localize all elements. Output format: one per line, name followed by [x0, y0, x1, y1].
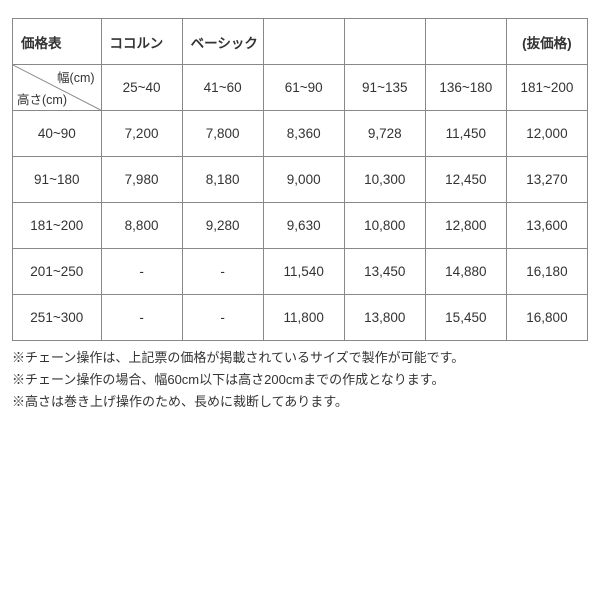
price-cell: 11,800	[263, 295, 344, 341]
col-header: 136~180	[425, 65, 506, 111]
price-cell: 10,800	[344, 203, 425, 249]
price-note-cell: (抜価格)	[506, 19, 587, 65]
price-cell: -	[101, 295, 182, 341]
price-cell: 13,600	[506, 203, 587, 249]
col-header: 91~135	[344, 65, 425, 111]
diagonal-header-cell: 幅(cm) 高さ(cm)	[13, 65, 102, 111]
price-cell: 14,880	[425, 249, 506, 295]
price-cell: -	[182, 295, 263, 341]
footnote-line: ※高さは巻き上げ操作のため、長めに裁断してあります。	[12, 391, 588, 413]
price-cell: 7,800	[182, 111, 263, 157]
price-cell: 9,728	[344, 111, 425, 157]
footnote-line: ※チェーン操作の場合、幅60cm以下は高さ200cmまでの作成となります。	[12, 369, 588, 391]
col-header: 25~40	[101, 65, 182, 111]
price-cell: 9,630	[263, 203, 344, 249]
price-cell: 9,000	[263, 157, 344, 203]
price-cell: 16,180	[506, 249, 587, 295]
price-cell: 15,450	[425, 295, 506, 341]
table-row: 40~90 7,200 7,800 8,360 9,728 11,450 12,…	[13, 111, 588, 157]
subheader-1: ココルン	[101, 19, 182, 65]
table-title-cell: 価格表	[13, 19, 102, 65]
header-blank-2	[344, 19, 425, 65]
price-cell: 13,800	[344, 295, 425, 341]
price-cell: 8,180	[182, 157, 263, 203]
price-cell: 8,800	[101, 203, 182, 249]
col-header: 61~90	[263, 65, 344, 111]
price-cell: 10,300	[344, 157, 425, 203]
price-cell: 11,540	[263, 249, 344, 295]
row-header: 251~300	[13, 295, 102, 341]
price-cell: -	[101, 249, 182, 295]
price-cell: 11,450	[425, 111, 506, 157]
row-header: 40~90	[13, 111, 102, 157]
price-table: 価格表 ココルン ベーシック (抜価格) 幅(cm) 高さ(cm) 25~40 …	[12, 18, 588, 341]
price-cell: 7,980	[101, 157, 182, 203]
price-cell: 8,360	[263, 111, 344, 157]
price-cell: 7,200	[101, 111, 182, 157]
height-axis-label: 高さ(cm)	[17, 89, 67, 108]
price-cell: 12,800	[425, 203, 506, 249]
price-cell: 13,450	[344, 249, 425, 295]
header-blank-3	[425, 19, 506, 65]
row-header: 201~250	[13, 249, 102, 295]
table-row: 181~200 8,800 9,280 9,630 10,800 12,800 …	[13, 203, 588, 249]
footnote-line: ※チェーン操作は、上記票の価格が掲載されているサイズで製作が可能です。	[12, 347, 588, 369]
table-row: 91~180 7,980 8,180 9,000 10,300 12,450 1…	[13, 157, 588, 203]
width-axis-label: 幅(cm)	[57, 67, 95, 86]
subheader-2: ベーシック	[182, 19, 263, 65]
col-header: 181~200	[506, 65, 587, 111]
header-row-top: 価格表 ココルン ベーシック (抜価格)	[13, 19, 588, 65]
price-cell: 9,280	[182, 203, 263, 249]
price-cell: 12,450	[425, 157, 506, 203]
price-cell: 12,000	[506, 111, 587, 157]
row-header: 181~200	[13, 203, 102, 249]
table-row: 251~300 - - 11,800 13,800 15,450 16,800	[13, 295, 588, 341]
col-header: 41~60	[182, 65, 263, 111]
price-cell: 16,800	[506, 295, 587, 341]
price-cell: 13,270	[506, 157, 587, 203]
price-cell: -	[182, 249, 263, 295]
row-header: 91~180	[13, 157, 102, 203]
footnotes: ※チェーン操作は、上記票の価格が掲載されているサイズで製作が可能です。 ※チェー…	[12, 347, 588, 413]
table-row: 201~250 - - 11,540 13,450 14,880 16,180	[13, 249, 588, 295]
header-row-widths: 幅(cm) 高さ(cm) 25~40 41~60 61~90 91~135 13…	[13, 65, 588, 111]
header-blank-1	[263, 19, 344, 65]
